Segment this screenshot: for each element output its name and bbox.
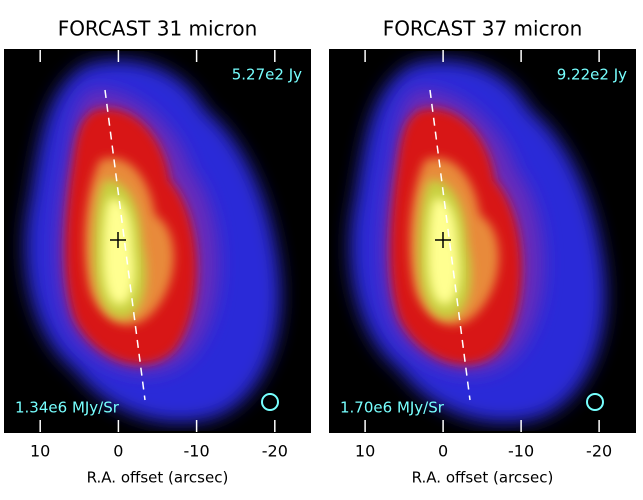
x-tick-label: 10 [30, 442, 50, 461]
image [330, 50, 635, 432]
x-axis-label: R.A. offset (arcsec) [412, 469, 554, 487]
x-tick-label: 0 [113, 442, 123, 461]
emission-map [330, 50, 635, 432]
x-tick-label: -20 [262, 442, 288, 461]
panel-title: FORCAST 31 micron [58, 17, 258, 41]
image [5, 50, 310, 432]
emission-map [5, 50, 310, 432]
panel-title: FORCAST 37 micron [383, 17, 583, 41]
intensity-label: 1.34e6 MJy/Sr [15, 399, 120, 417]
flux-label: 9.22e2 Jy [557, 66, 627, 84]
panel: FORCAST 37 micron 9.22e2 Jy 1.70e6 MJy/Sr 1… [330, 17, 635, 487]
x-axis-label: R.A. offset (arcsec) [87, 469, 229, 487]
x-tick-label: -10 [508, 442, 534, 461]
flux-label: 5.27e2 Jy [232, 66, 302, 84]
x-tick-label: 0 [438, 442, 448, 461]
x-tick-label: -10 [184, 442, 210, 461]
panel: FORCAST 31 micron 5.27e2 Jy 1.34e6 MJy/Sr 1… [5, 17, 310, 487]
x-tick-label: -20 [586, 442, 612, 461]
intensity-label: 1.70e6 MJy/Sr [340, 399, 445, 417]
x-tick-label: 10 [355, 442, 375, 461]
